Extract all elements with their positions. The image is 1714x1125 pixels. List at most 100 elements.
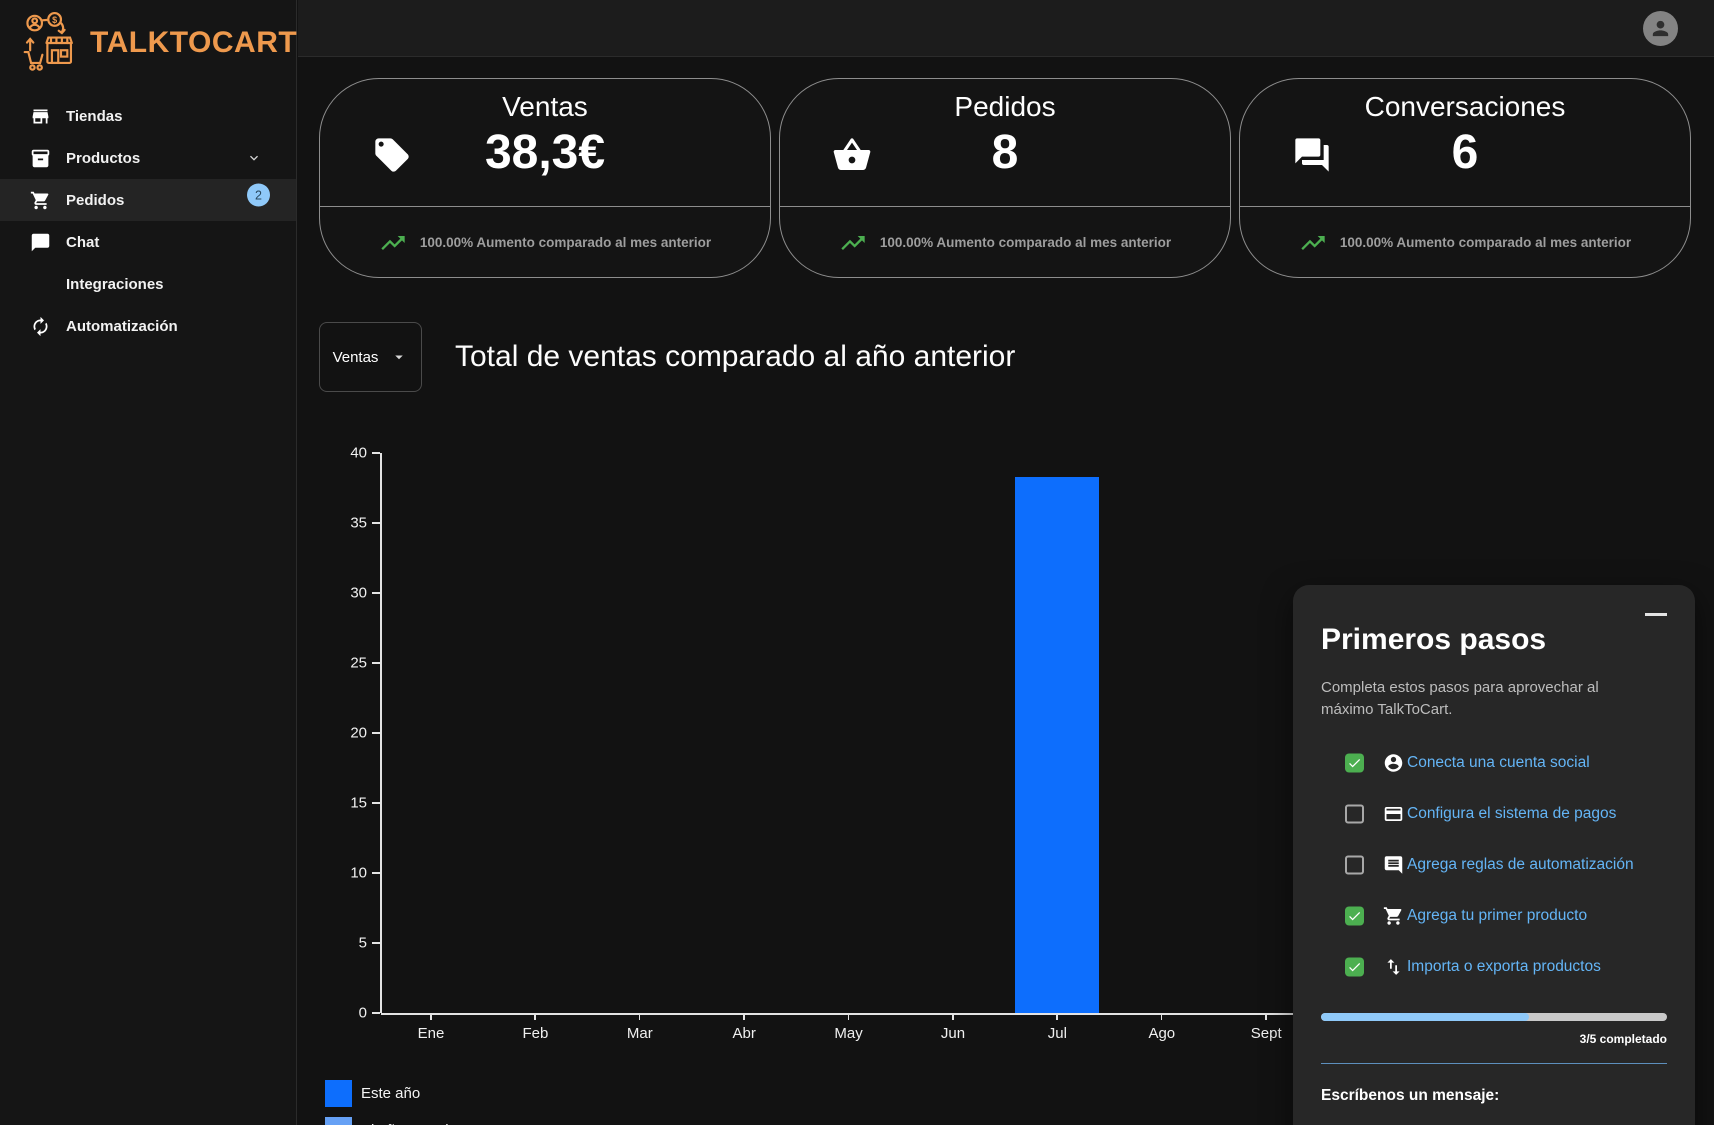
minimize-panel-button[interactable] [1645,607,1671,621]
bar-jul-este-ano[interactable] [1015,476,1100,1013]
sidebar-item-label: Tiendas [66,107,123,125]
trending-up-icon [381,235,405,250]
unchecked-checkbox[interactable] [1345,855,1364,874]
cart-icon [30,191,49,209]
stat-card-delta-text: 100.00% Aumento comparado al mes anterio… [879,235,1172,250]
onboarding-step-configura-el-sistema-de-pagos: Configura el sistema de pagos [1293,788,1695,839]
store-icon [32,109,49,123]
onboarding-step-link[interactable]: Importa o exporta productos [1407,957,1601,975]
sidebar-item-integraciones[interactable]: Integraciones [0,263,296,305]
y-tick-mark [372,1012,380,1014]
onboarding-step-conecta-una-cuenta-social: Conecta una cuenta social [1293,737,1695,788]
check-icon [1349,962,1361,971]
y-tick-mark [372,452,380,454]
checked-checkbox[interactable] [1345,906,1364,925]
brand-name: TALKTOCART [90,26,298,59]
stat-card-footer: 100.00% Aumento comparado al mes anterio… [780,206,1230,278]
y-tick-mark [372,802,380,804]
import-export-icon [1387,958,1400,975]
caret-down-icon [395,355,404,360]
y-axis-line [380,453,382,1013]
x-tick-mark [952,1013,954,1020]
chevron-down-icon [250,155,258,161]
x-tick-label: Ene [417,1025,445,1042]
x-tick-mark [1265,1013,1267,1020]
y-tick-label: 0 [358,1004,367,1022]
legend-item-este-ano[interactable]: Este año [325,1080,457,1107]
sidebar-item-label: Chat [66,233,100,251]
brand-logo: $ TALKTOCART [22,12,297,74]
onboarding-step-link[interactable]: Agrega reglas de automatización [1407,855,1634,873]
message-prompt: Escríbenos un mensaje: [1321,1087,1500,1104]
sidebar-item-automatizacion[interactable]: Automatización [0,305,296,347]
checked-checkbox[interactable] [1345,957,1364,976]
metric-select-value: Ventas [332,348,379,366]
x-tick-mark [430,1013,432,1020]
x-tick-label: May [834,1025,863,1042]
onboarding-step-link[interactable]: Agrega tu primer producto [1407,906,1588,924]
sidebar: $ TALKTOCART Tiendas Produc [0,0,297,1125]
y-tick-mark [372,592,380,594]
y-tick-label: 35 [350,514,367,532]
stat-card-title: Conversaciones [1364,91,1566,122]
gears-icon [30,274,51,295]
x-tick-label: Abr [732,1025,756,1042]
stat-card-conversaciones: Conversaciones 6 100.00% Aumento comparado… [1239,78,1691,278]
x-tick-mark [1056,1013,1058,1020]
sidebar-nav: Tiendas Productos Pedidos 2 Chat Integracione… [0,95,296,347]
stat-card-title: Pedidos [954,91,1056,122]
x-tick-mark [638,1013,641,1020]
x-tick-label: Jun [940,1025,966,1042]
x-tick-label: Ago [1148,1025,1176,1042]
chart-title: Total de ventas comparado al año anterio… [455,340,1016,373]
y-tick-mark [372,662,380,664]
sidebar-item-pedidos[interactable]: Pedidos 2 [0,179,296,221]
legend-item-el-ano-pasado[interactable]: El año pasado [325,1117,457,1125]
x-tick-mark [743,1013,745,1020]
caret-down-icon [390,348,408,366]
y-tick-mark [372,942,380,944]
svg-text:$: $ [52,15,57,25]
x-tick-label: Sept [1250,1025,1282,1042]
sidebar-item-label: Integraciones [66,275,164,293]
stat-card-value: 38,3€ [484,126,606,179]
legend-swatch [325,1080,352,1107]
onboarding-description: Completa estos pasos para aprovechar al … [1321,679,1599,718]
chart-legend: Este año El año pasado [325,1080,457,1125]
checked-checkbox[interactable] [1345,753,1364,772]
stat-card-header: Conversaciones 6 [1240,79,1690,206]
onboarding-title: Primeros pasos [1321,623,1547,656]
credit-card-icon [1384,806,1403,821]
stat-card-ventas: Ventas 38,3€ 100.00% Aumento comparado al … [319,78,771,278]
user-menu-button[interactable] [1643,11,1678,46]
onboarding-step-importa-o-exporta-productos: Importa o exporta productos [1293,941,1695,992]
y-tick-mark [372,872,380,874]
basket-icon [833,138,871,170]
sync-icon [33,316,48,336]
stat-card-delta-text: 100.00% Aumento comparado al mes anterio… [1339,235,1632,250]
onboarding-step-agrega-reglas-de-automatizacion: Agrega reglas de automatización [1293,839,1695,890]
stat-card-value: 8 [991,126,1019,179]
y-tick-label: 25 [350,654,367,672]
chats-icon [1295,138,1329,172]
stat-card-title: Ventas [502,91,588,122]
notification-badge: 2 [247,183,270,207]
onboarding-step-link[interactable]: Conecta una cuenta social [1407,753,1590,771]
inventory-icon [31,149,50,167]
sidebar-item-chat[interactable]: Chat [0,221,296,263]
sidebar-item-productos[interactable]: Productos [0,137,296,179]
stat-card-value: 6 [1451,126,1479,179]
y-tick-label: 5 [358,934,367,952]
metric-select[interactable]: Ventas [319,322,422,392]
check-icon [1349,758,1361,767]
stat-card-header: Pedidos 8 [780,79,1230,206]
unchecked-checkbox[interactable] [1345,804,1364,823]
topbar [298,0,1714,57]
y-tick-label: 30 [350,584,367,602]
stat-card-footer: 100.00% Aumento comparado al mes anterio… [320,206,770,278]
onboarding-step-link[interactable]: Configura el sistema de pagos [1407,804,1617,822]
chat-icon [31,233,50,251]
x-tick-label: Jul [1047,1025,1067,1042]
sidebar-item-label: Pedidos [66,191,125,209]
sidebar-item-tiendas[interactable]: Tiendas [0,95,296,137]
